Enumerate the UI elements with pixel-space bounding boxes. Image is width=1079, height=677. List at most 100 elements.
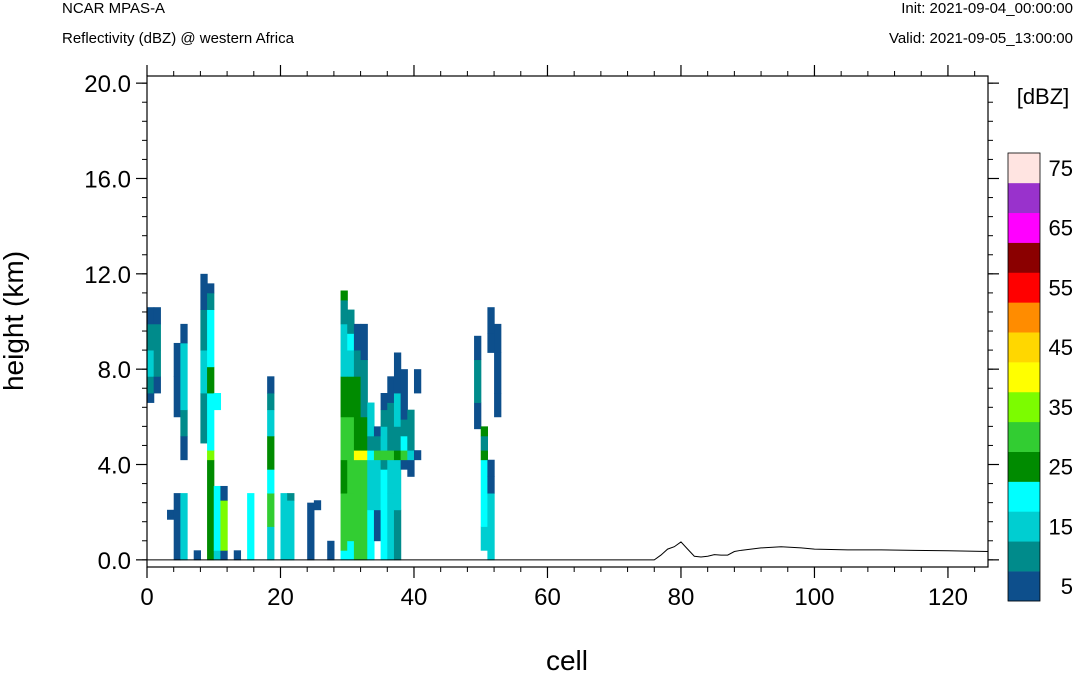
- reflectivity-cell: [340, 459, 348, 494]
- x-tick-label: 60: [534, 584, 561, 611]
- colorbar-label: 65: [1049, 216, 1073, 241]
- reflectivity-cell: [147, 350, 155, 377]
- reflectivity-cell: [180, 342, 188, 411]
- reflectivity-cell: [147, 307, 155, 325]
- reflectivity-cell: [200, 350, 208, 394]
- reflectivity-cell: [340, 493, 348, 551]
- reflectivity-cell: [380, 469, 388, 561]
- reflectivity-cell: [367, 459, 375, 511]
- reflectivity-cell: [347, 459, 355, 494]
- reflectivity-cell: [173, 509, 181, 561]
- y-tick-label: 12.0: [84, 262, 131, 289]
- reflectivity-cell: [347, 450, 355, 461]
- reflectivity-cell: [213, 393, 222, 411]
- reflectivity-cell: [387, 493, 395, 561]
- reflectivity-cell: [360, 323, 368, 361]
- reflectivity-cell: [313, 500, 322, 511]
- reflectivity-cell: [387, 376, 395, 403]
- reflectivity-cell: [494, 393, 502, 418]
- reflectivity-cell: [180, 323, 188, 344]
- reflectivity-cell: [247, 493, 255, 561]
- reflectivity-cell: [147, 376, 155, 394]
- reflectivity-cell: [207, 283, 215, 294]
- reflectivity-cell: [373, 435, 382, 451]
- reflectivity-cell: [347, 309, 355, 334]
- reflectivity-cell: [400, 369, 408, 420]
- reflectivity-cell: [407, 459, 415, 477]
- colorbar-swatch: [1008, 541, 1040, 572]
- colorbar-swatch: [1008, 242, 1040, 273]
- colorbar-label: 75: [1049, 156, 1073, 181]
- reflectivity-cell: [200, 273, 208, 310]
- reflectivity-cell: [474, 402, 482, 430]
- reflectivity-cell: [480, 526, 488, 551]
- colorbar-swatch: [1008, 272, 1040, 303]
- reflectivity-cell: [373, 450, 382, 461]
- x-tick-label: 80: [668, 584, 695, 611]
- model-title: NCAR MPAS-A: [62, 0, 166, 17]
- x-tick-label: 40: [401, 584, 428, 611]
- x-tick-label: 100: [794, 584, 834, 611]
- y-axis: 0.0 4.0 8.0 12.0 16.0 20.0: [84, 71, 999, 575]
- x-tick-label: 120: [928, 584, 968, 611]
- reflectivity-cell: [373, 509, 382, 542]
- reflectivity-cell: [494, 352, 502, 394]
- reflectivity-cell: [153, 307, 161, 325]
- reflectivity-cell: [180, 435, 188, 461]
- reflectivity-cell: [387, 402, 395, 451]
- reflectivity-cell: [280, 493, 288, 561]
- y-tick-label: 0.0: [98, 548, 131, 575]
- reflectivity-cell: [474, 359, 482, 403]
- reflectivity-cell: [373, 426, 382, 437]
- reflectivity-cell: [340, 376, 348, 418]
- reflectivity-cell: [353, 459, 362, 561]
- reflectivity-cell: [347, 333, 355, 351]
- reflectivity-cell: [353, 416, 362, 451]
- colorbar-swatch: [1008, 182, 1040, 214]
- reflectivity-cell: [267, 526, 275, 561]
- reflectivity-cell: [207, 292, 215, 310]
- reflectivity-cell: [200, 393, 208, 444]
- reflectivity-cell: [267, 435, 275, 470]
- reflectivity-cell: [353, 450, 362, 461]
- reflectivity-cell: [267, 376, 275, 394]
- reflectivity-cell: [180, 493, 188, 561]
- y-tick-label: 20.0: [84, 71, 131, 98]
- reflectivity-cell: [393, 509, 402, 561]
- reflectivity-cell: [347, 540, 355, 561]
- reflectivity-cell: [393, 352, 402, 394]
- reflectivity-cell: [340, 290, 348, 301]
- reflectivity-cell: [153, 323, 161, 351]
- colorbar-swatch: [1008, 362, 1040, 393]
- colorbar-swatch: [1008, 153, 1040, 184]
- terrain-line: [147, 541, 989, 561]
- y-axis-title: height (km): [0, 251, 29, 391]
- reflectivity-cell: [173, 376, 181, 418]
- reflectivity-cell: [307, 502, 315, 561]
- reflectivity-cell: [487, 307, 495, 334]
- reflectivity-cell: [340, 416, 348, 461]
- colorbar-swatch: [1008, 302, 1040, 333]
- reflectivity-cell: [340, 350, 348, 377]
- reflectivity-cell: [207, 459, 215, 551]
- terrain-polyline: [147, 541, 989, 561]
- reflectivity-cell: [400, 435, 408, 451]
- reflectivity-cell: [267, 409, 275, 437]
- reflectivity-cell: [480, 435, 488, 451]
- reflectivity-cell: [360, 450, 368, 461]
- reflectivity-cell: [393, 469, 402, 511]
- colorbar-swatch: [1008, 391, 1040, 423]
- reflectivity-cell: [487, 459, 495, 477]
- reflectivity-cell: [380, 450, 388, 461]
- reflectivity-cell: [347, 350, 355, 377]
- reflectivity-cell: [487, 493, 495, 561]
- x-tick-label: 20: [267, 584, 294, 611]
- colorbar-swatch: [1008, 571, 1040, 602]
- reflectivity-cell: [347, 376, 355, 418]
- colorbar: 5 15 25 35 45 55 65 75: [1007, 152, 1073, 602]
- reflectivity-cell: [393, 393, 402, 427]
- colorbar-units: [dBZ]: [1017, 84, 1070, 109]
- colorbar-swatch: [1008, 481, 1040, 512]
- reflectivity-cell: [347, 416, 355, 451]
